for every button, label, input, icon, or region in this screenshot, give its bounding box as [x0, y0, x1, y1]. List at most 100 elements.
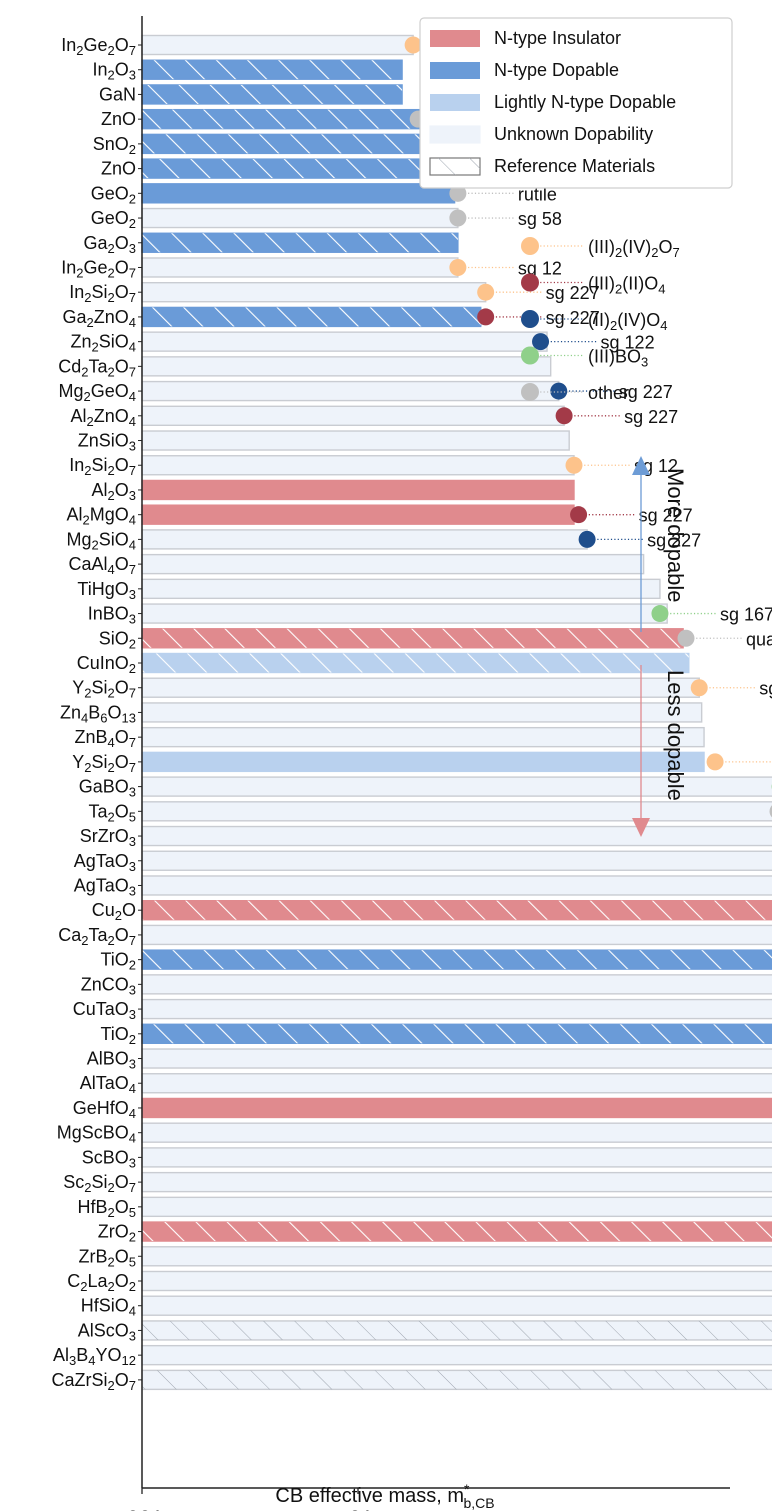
material-label: Ga2ZnO4 [63, 307, 137, 330]
marker-legend-label: (III)BO3 [588, 347, 648, 370]
material-label: SrZrO3 [80, 826, 136, 849]
bar [141, 801, 772, 822]
bar-hatch [142, 1370, 772, 1390]
bar [141, 1344, 772, 1366]
marker-legend-dot [521, 383, 539, 401]
bar [141, 504, 575, 525]
marker-legend-dot [521, 310, 539, 328]
marker-note: sg 227 [619, 382, 673, 402]
material-label: Ga2O3 [84, 233, 137, 256]
bar [141, 455, 575, 476]
material-label: ZnO [101, 109, 136, 129]
material-label: AlTaO4 [80, 1073, 136, 1096]
material-label: In2Si2O7 [69, 282, 136, 305]
material-label: ScBO3 [82, 1147, 136, 1170]
more-dopable-arrowhead [632, 456, 650, 475]
material-label: ZrB2O5 [79, 1246, 136, 1269]
axes: .001.011CB effective mass, m*b,CB [121, 16, 730, 1511]
x-tick-label: .001 [121, 1506, 164, 1511]
marker-note: sg 227 [639, 506, 693, 526]
bar-hatch [142, 1024, 772, 1044]
material-label: GeO2 [91, 208, 136, 231]
bar-hatch [142, 84, 403, 104]
material-label: Mg2SiO4 [67, 529, 137, 552]
marker-point [578, 530, 596, 548]
material-label: In2Ge2O7 [61, 257, 136, 280]
dopability-annotations: More dopable Less dopable [632, 456, 688, 837]
marker-point [677, 629, 695, 647]
material-label: Zn2SiO4 [71, 332, 137, 355]
legend-label: N-type Dopable [494, 60, 619, 80]
bar [141, 726, 705, 748]
y-tick-labels: In2Ge2O7In2O3GaNZnOSnO2ZnOGeO2GeO2Ga2O3I… [52, 35, 137, 1393]
material-label: Ca2Ta2O7 [58, 925, 136, 948]
material-label: ZrO2 [98, 1222, 136, 1245]
bar-hatch [142, 60, 403, 80]
legend-swatch [430, 30, 480, 47]
legend-swatch [430, 94, 480, 111]
material-label: ZnSiO3 [78, 431, 136, 454]
marker-legend-dot [521, 273, 539, 292]
bar [141, 702, 703, 723]
bar [141, 356, 552, 377]
bar-hatch [142, 950, 772, 970]
bar [141, 1122, 772, 1143]
material-label: SnO2 [93, 134, 136, 157]
marker-point [477, 283, 495, 301]
bar-hatch [142, 653, 689, 673]
marker-point [550, 382, 568, 400]
bar-hatch [142, 1320, 772, 1340]
marker-note: sg 227 [624, 407, 678, 427]
marker-point [532, 333, 550, 351]
marker-note: sg 167 [720, 605, 772, 625]
legend-label: Lightly N-type Dopable [494, 92, 676, 112]
material-label: Y2Si2O7 [72, 678, 136, 701]
material-label: GeHfO4 [73, 1098, 136, 1121]
material-label: Cu2O [92, 900, 136, 923]
material-label: ZnCO3 [81, 974, 136, 997]
marker-point [706, 753, 724, 771]
marker-point [449, 258, 467, 276]
bar [141, 183, 456, 204]
material-label: MgScBO4 [57, 1123, 136, 1146]
legend-swatch-hatch [430, 158, 480, 175]
marker-point [404, 36, 422, 54]
marker-legend-dot [521, 237, 539, 255]
marker-point [449, 184, 467, 202]
marker-note: sg 12 [518, 258, 562, 278]
material-label: Al2ZnO4 [71, 406, 137, 429]
bar [141, 850, 772, 871]
legend-label: Reference Materials [494, 156, 655, 176]
bar-hatch [142, 134, 428, 154]
marker-note: sg 227 [647, 530, 701, 550]
marker-point [570, 506, 588, 524]
legend-frame [419, 17, 733, 189]
material-label: GaBO3 [79, 777, 136, 800]
material-label: TiO2 [100, 1024, 136, 1047]
marker-point [769, 805, 772, 818]
bar-hatch [142, 233, 458, 253]
bar-hatch [142, 307, 481, 327]
bar [141, 529, 588, 550]
material-label: AlBO3 [87, 1049, 136, 1072]
material-label: Y2Si2O7 [72, 752, 136, 775]
bar [141, 875, 772, 896]
bar [141, 1270, 772, 1292]
marker-note: quartz [746, 629, 772, 649]
material-label: AgTaO3 [74, 875, 136, 898]
material-label: CuInO2 [77, 653, 136, 676]
marker-note: sg 14 [759, 679, 772, 699]
bar [141, 603, 668, 624]
marker-note: sg 122 [601, 333, 655, 353]
material-label: In2Ge2O7 [61, 35, 136, 58]
bar [141, 1073, 772, 1094]
marker-legend-label: (III)2(II)O4 [588, 274, 665, 297]
marker-point [449, 209, 467, 227]
legend-swatch [429, 125, 481, 144]
legend-swatch [430, 62, 480, 79]
bar [141, 1147, 772, 1168]
bar-hatch [142, 900, 772, 920]
bar [141, 553, 645, 575]
material-label: Sc2Si2O7 [63, 1172, 136, 1195]
marker-point [477, 308, 495, 326]
